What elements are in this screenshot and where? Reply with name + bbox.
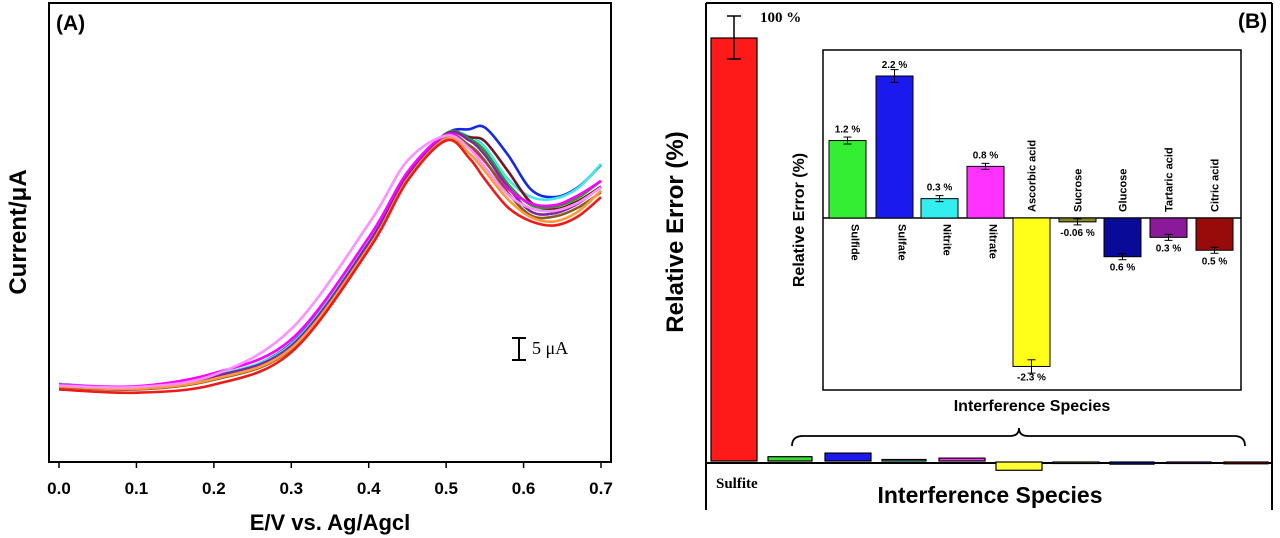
x-tick-label: 0.2 [202, 479, 226, 498]
inset-bar-glucose [1103, 217, 1142, 258]
panel-a-x-ticks: 0.0 0.1 0.2 0.3 0.4 0.5 0.6 0.7 [47, 462, 613, 498]
panel-b-bars [710, 15, 1269, 471]
panel-a-label: (A) [56, 12, 85, 35]
x-tick-label: 0.3 [279, 479, 303, 498]
inset-category-label: Tartaric acid [1164, 147, 1176, 212]
bar-nitrite [881, 458, 927, 462]
bar-sucrose [1052, 461, 1100, 465]
panel-a: (A) 0.0 0.1 0.2 0.3 0.4 0.5 0.6 0.7 E/V vs. Ag/… [5, 2, 613, 535]
grouping-brace [791, 427, 1246, 447]
inset-y-axis-label: Relative Error (%) [791, 153, 808, 287]
inset-value-label: 0.6 % [1110, 263, 1136, 274]
scale-bar: 5 μA [512, 337, 568, 361]
bar-nitrate [938, 457, 986, 462]
x-tick-label: 0.5 [434, 479, 458, 498]
x-tick-label: 0.6 [512, 479, 536, 498]
inset-category-label: Nitrite [941, 224, 953, 256]
inset-x-axis-label: Interference Species [954, 398, 1111, 415]
x-tick-label: 0.1 [125, 479, 149, 498]
inset-category-label: Ascorbic acid [1027, 140, 1039, 212]
inset-category-label: Sulfate [896, 224, 908, 261]
scale-bar-label: 5 μA [532, 338, 568, 358]
inset-value-label: 1.2 % [835, 125, 861, 136]
inset-value-label: 0.5 % [1202, 256, 1228, 267]
inset-bar-nitrate [966, 165, 1005, 219]
inset-chart: 1.2 % Sulfide 2.2 % Sulfate 0.3 % Nitrite 0.8 … [791, 49, 1242, 415]
panel-a-y-axis-label: Current/μA [5, 169, 32, 294]
inset-bar-sulfate [875, 75, 914, 219]
inset-value-label: 2.2 % [882, 60, 908, 71]
panel-a-curves [58, 124, 602, 395]
inset-category-label: Citric acid [1210, 159, 1222, 212]
panel-b-y-axis-label: Relative Error (%) [662, 131, 689, 332]
panel-a-x-axis-label: E/V vs. Ag/Agcl [250, 510, 411, 535]
series-line-10 [58, 138, 602, 395]
series-line-9 [58, 134, 602, 389]
x-tick-label: 0.7 [589, 479, 613, 498]
sulfite-value-label: 100 % [760, 10, 801, 26]
inset-value-label: -2.3 % [1017, 372, 1046, 383]
inset-bar-sulfide [828, 140, 867, 219]
panel-b-x-axis-label: Interference Species [877, 482, 1102, 508]
inset-value-label: 0.3 % [927, 183, 953, 194]
bar-sulfite [710, 37, 758, 462]
inset-bar-citric-acid [1195, 217, 1234, 251]
bar-sulfide [767, 456, 813, 462]
bar-sulfate [824, 452, 872, 462]
inset-value-label: 0.8 % [973, 150, 999, 161]
series-line-8 [58, 136, 602, 391]
inset-category-label: Sulfide [849, 224, 861, 261]
panel-b: (B) 100 % Sulfite Interference Species R… [662, 2, 1273, 510]
inset-bars: 1.2 % Sulfide 2.2 % Sulfate 0.3 % Nitrite 0.8 … [823, 60, 1241, 383]
panel-b-label: (B) [1238, 10, 1267, 33]
inset-category-label: Nitrate [987, 224, 999, 259]
bar-citric-acid [1223, 461, 1269, 465]
x-tick-label: 0.0 [47, 479, 71, 498]
bar-ascorbic-acid [995, 461, 1043, 471]
bar-tartaric-acid [1166, 461, 1212, 465]
sulfite-category-label: Sulfite [716, 476, 758, 492]
inset-value-label: -0.06 % [1060, 228, 1095, 239]
inset-category-label: Sucrose [1073, 169, 1085, 212]
inset-bar-ascorbic-acid [1012, 217, 1051, 367]
x-tick-label: 0.4 [357, 479, 381, 498]
panel-a-frame [48, 2, 612, 463]
inset-category-label: Glucose [1118, 169, 1130, 212]
bar-glucose [1109, 461, 1155, 465]
inset-value-label: 0.3 % [1156, 243, 1182, 254]
